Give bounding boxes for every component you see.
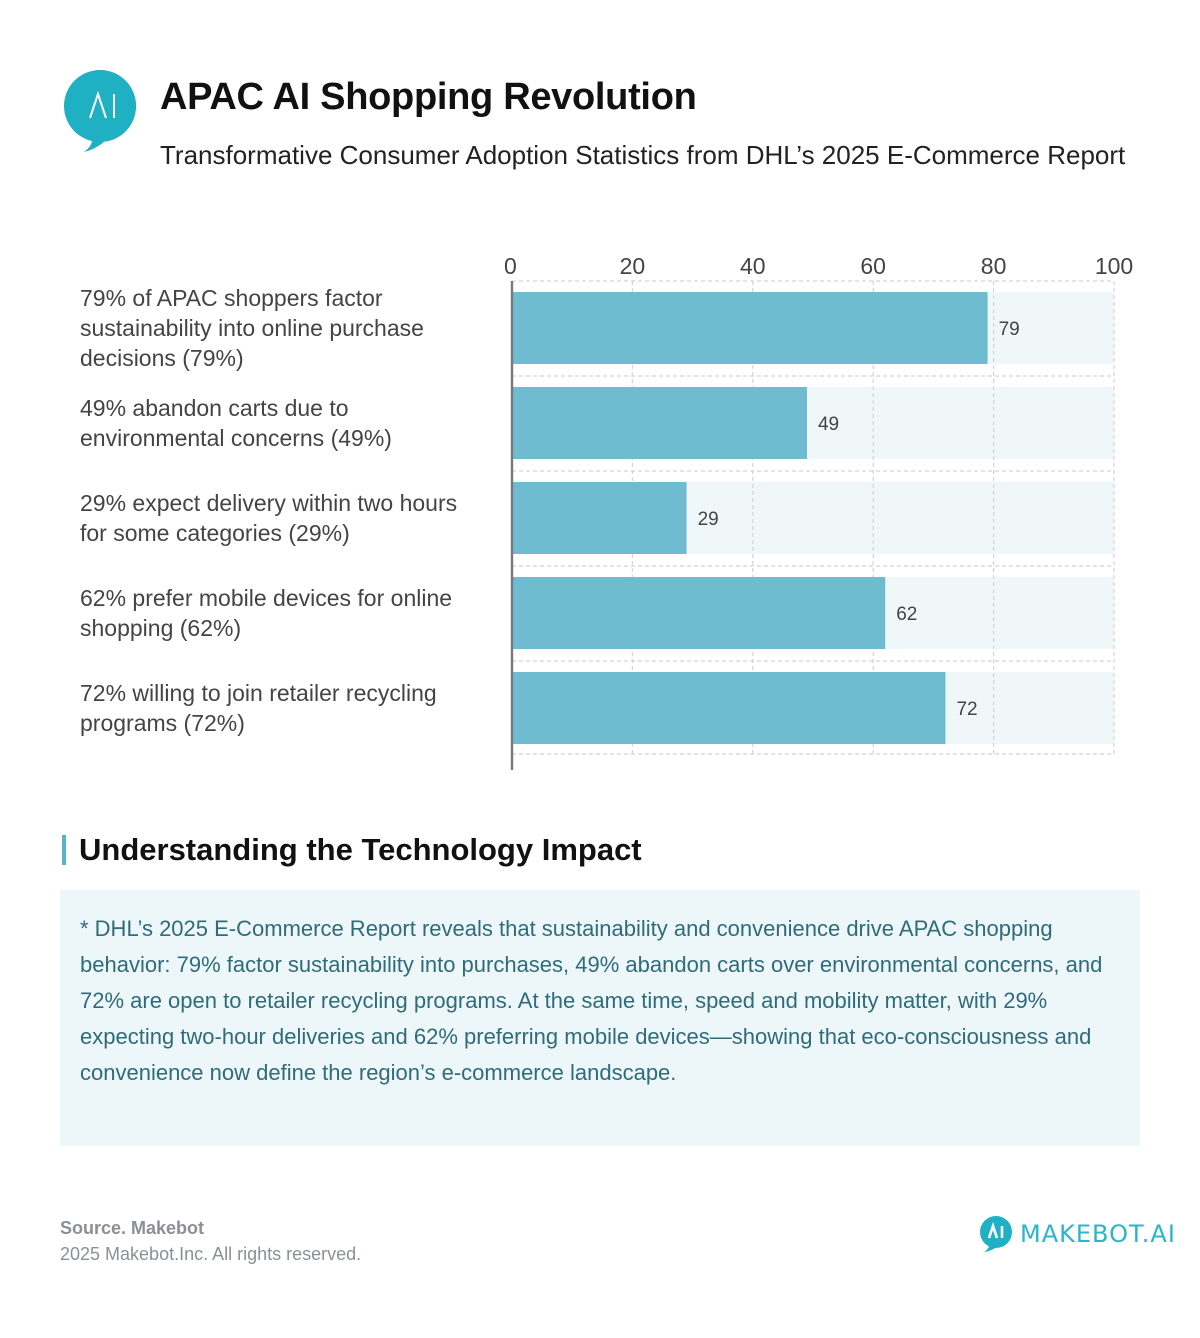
ai-speech-bubble-icon bbox=[64, 70, 136, 152]
brand-logo: MAKEBOT.AI bbox=[980, 1216, 1176, 1252]
section-title: Understanding the Technology Impact bbox=[79, 832, 642, 867]
category-label: programs (72%) bbox=[80, 710, 245, 736]
x-tick-label: 40 bbox=[740, 253, 766, 279]
x-tick-label: 0 bbox=[504, 253, 517, 279]
bar bbox=[512, 577, 886, 649]
data-label: 49 bbox=[818, 414, 839, 435]
category-label: 72% willing to join retailer recycling bbox=[80, 680, 437, 706]
bar-chart: 79 79% of APAC shoppers factor sustainabil… bbox=[80, 253, 1133, 770]
copyright-text: 2025 Makebot.Inc. All rights reserved. bbox=[60, 1244, 362, 1264]
data-label: 79 bbox=[999, 319, 1020, 340]
x-tick-label: 20 bbox=[620, 253, 646, 279]
makebot-logo-icon bbox=[980, 1216, 1012, 1252]
note-box: * DHL’s 2025 E-Commerce Report reveals t… bbox=[60, 890, 1140, 1146]
brand-name: MAKEBOT.AI bbox=[1020, 1220, 1176, 1248]
data-label: 62 bbox=[896, 604, 917, 625]
x-tick-label: 80 bbox=[981, 253, 1007, 279]
category-label: for some categories (29%) bbox=[80, 520, 350, 546]
bar bbox=[512, 387, 807, 459]
data-label: 72 bbox=[956, 699, 977, 720]
page-title: APAC AI Shopping Revolution bbox=[160, 76, 697, 118]
category-label: environmental concerns (49%) bbox=[80, 425, 392, 451]
data-label: 29 bbox=[698, 509, 719, 530]
category-label: 79% of APAC shoppers factor bbox=[80, 285, 383, 311]
category-label: 29% expect delivery within two hours bbox=[80, 490, 457, 516]
section-accent-bar bbox=[62, 835, 66, 865]
bar bbox=[512, 292, 988, 364]
source-label: Source. Makebot bbox=[60, 1218, 205, 1238]
category-label: 62% prefer mobile devices for online bbox=[80, 585, 452, 611]
category-label: sustainability into online purchase bbox=[80, 315, 424, 341]
bar bbox=[512, 482, 687, 554]
x-tick-label: 100 bbox=[1095, 253, 1133, 279]
category-label: decisions (79%) bbox=[80, 345, 244, 371]
category-label: 49% abandon carts due to bbox=[80, 395, 349, 421]
page-subtitle: Transformative Consumer Adoption Statist… bbox=[160, 140, 1126, 170]
section-heading: Understanding the Technology Impact bbox=[62, 832, 642, 868]
category-label: shopping (62%) bbox=[80, 615, 241, 641]
note-text: * DHL’s 2025 E-Commerce Report reveals t… bbox=[80, 916, 1103, 1085]
x-tick-label: 60 bbox=[860, 253, 886, 279]
bar bbox=[512, 672, 946, 744]
